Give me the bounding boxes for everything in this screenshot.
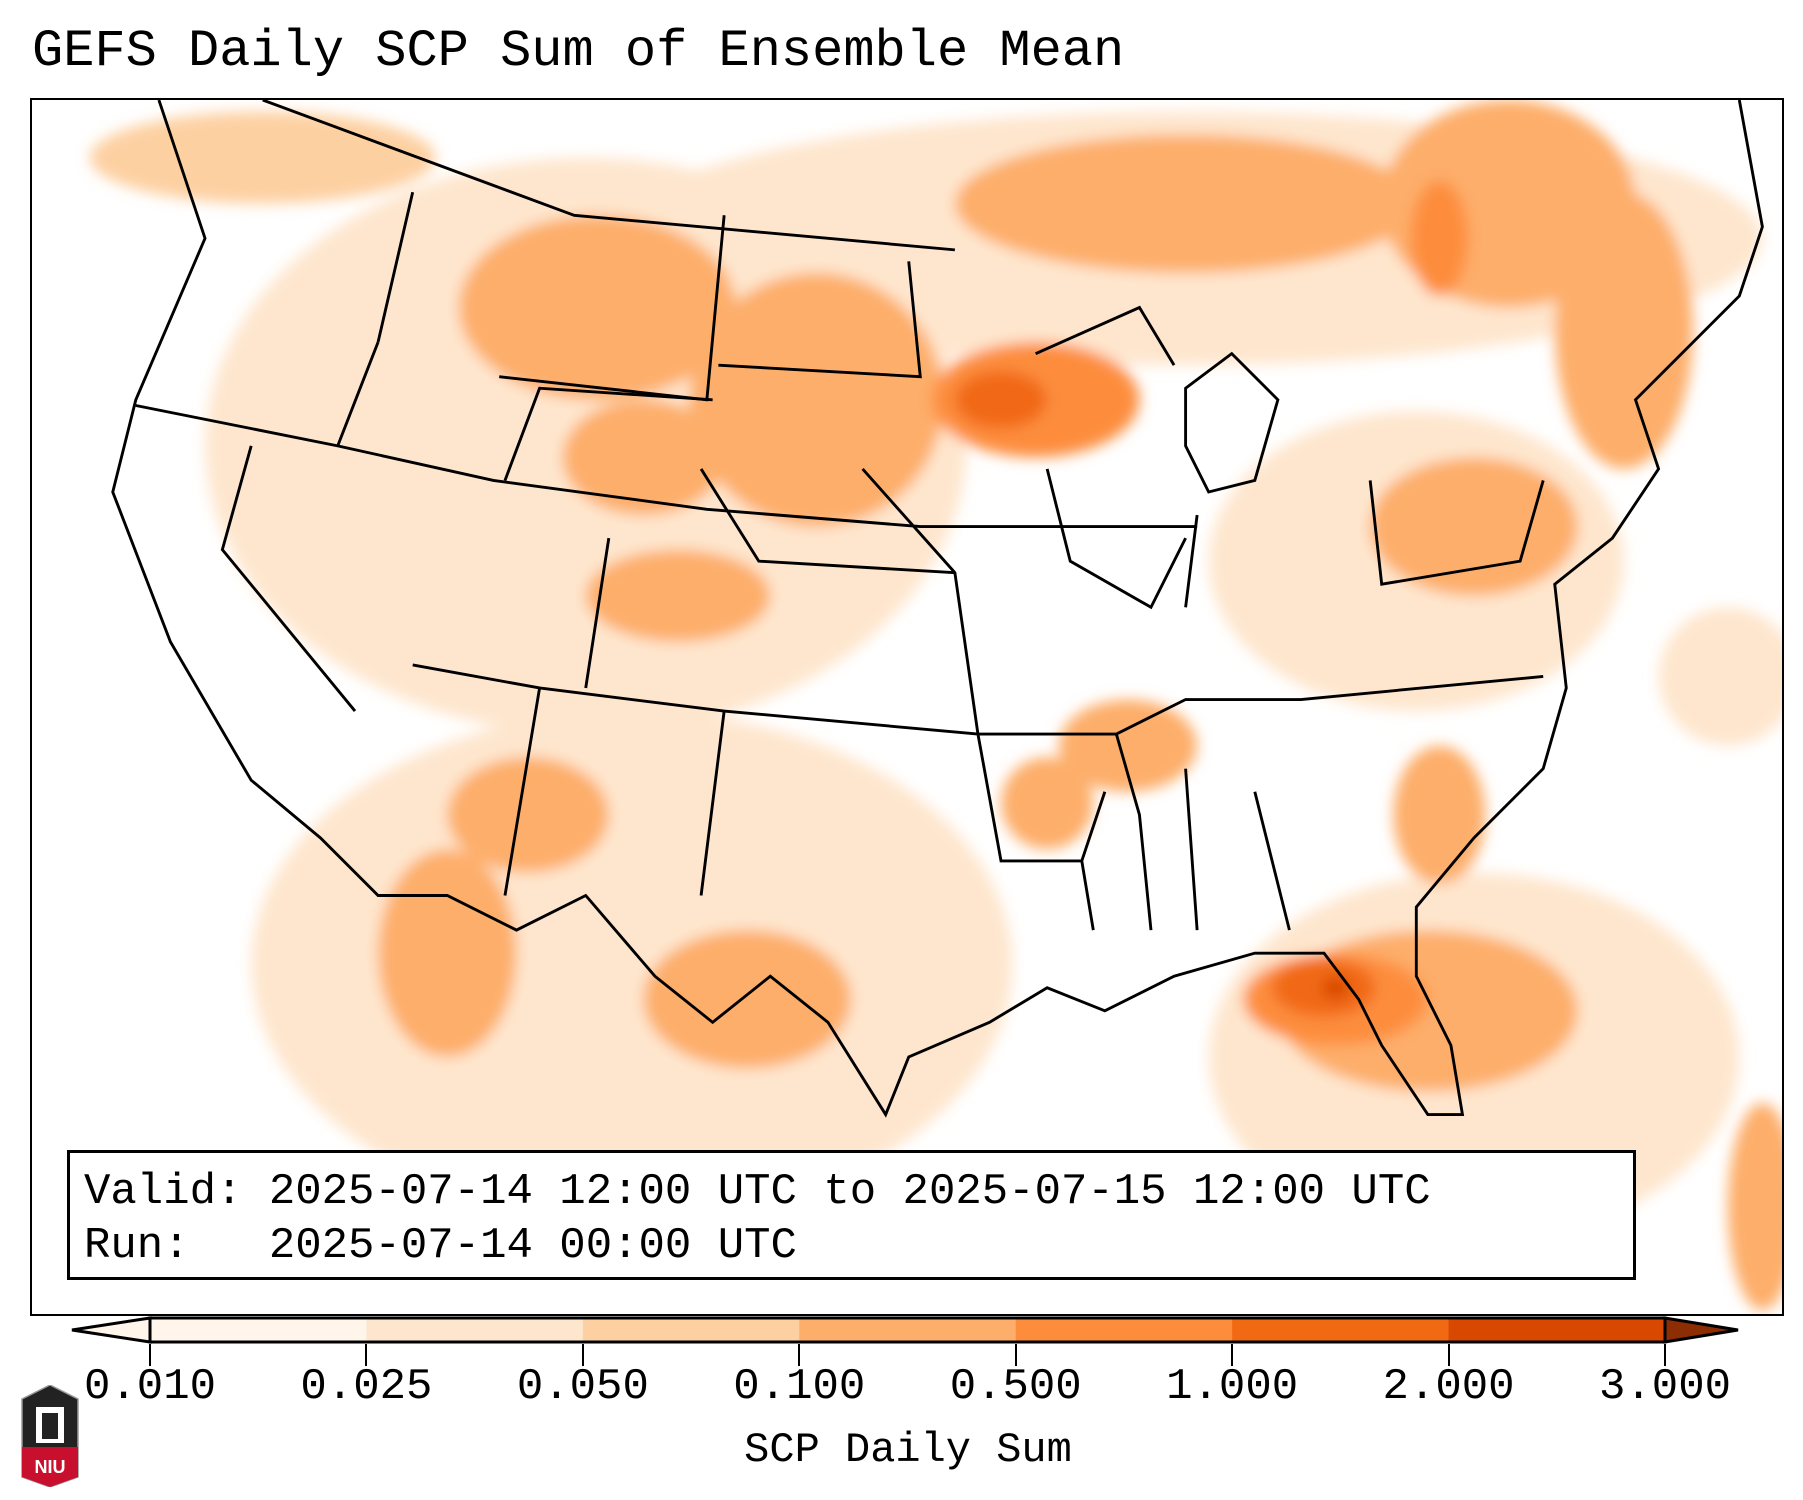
colorbar-tick bbox=[1231, 1344, 1234, 1366]
colorbar-segment bbox=[1232, 1318, 1450, 1342]
colorbar bbox=[71, 1316, 1739, 1344]
colorbar-extend-low bbox=[71, 1316, 152, 1344]
run-label: Run: bbox=[84, 1221, 190, 1271]
colorbar-tick bbox=[1014, 1344, 1017, 1366]
map-title: GEFS Daily SCP Sum of Ensemble Mean bbox=[32, 22, 1125, 81]
colorbar-tick bbox=[149, 1344, 151, 1366]
colorbar-tick-label: 0.050 bbox=[516, 1362, 649, 1412]
colorbar-segment bbox=[582, 1318, 801, 1342]
colorbar-tick bbox=[581, 1344, 584, 1366]
scp-field-map bbox=[89, 100, 1782, 1311]
svg-text:NIU: NIU bbox=[35, 1457, 66, 1477]
valid-label: Valid: bbox=[84, 1167, 243, 1217]
colorbar-segment bbox=[150, 1318, 368, 1342]
map-panel bbox=[30, 98, 1784, 1316]
colorbar-segment bbox=[1015, 1318, 1234, 1342]
colorbar-tick-label: 0.500 bbox=[949, 1362, 1082, 1412]
valid-time-range: 2025-07-14 12:00 UTC to 2025-07-15 12:00… bbox=[268, 1167, 1431, 1217]
colorbar-segment bbox=[1448, 1318, 1666, 1342]
colorbar-tick-label: 3.000 bbox=[1598, 1362, 1732, 1412]
colorbar-tick bbox=[365, 1344, 368, 1366]
colorbar-tick bbox=[798, 1344, 801, 1366]
colorbar-label: SCP Daily Sum bbox=[744, 1426, 1072, 1474]
colorbar-tick-label: 0.025 bbox=[300, 1362, 433, 1412]
colorbar-tick-label: 1.000 bbox=[1166, 1362, 1299, 1412]
colorbar-segment bbox=[799, 1318, 1017, 1342]
colorbar-extend-high bbox=[1663, 1316, 1739, 1344]
colorbar-tick-label: 2.000 bbox=[1382, 1362, 1515, 1412]
run-time: 2025-07-14 00:00 UTC bbox=[268, 1221, 797, 1271]
colorbar-segment bbox=[366, 1318, 584, 1342]
colorbar-tick-label: 0.010 bbox=[83, 1362, 217, 1412]
niu-logo: NIU bbox=[21, 1385, 79, 1487]
colorbar-tick-label: 0.100 bbox=[733, 1362, 866, 1412]
colorbar-tick bbox=[1664, 1344, 1666, 1366]
state-borders bbox=[111, 100, 1764, 1118]
valid-run-info-box: Valid: 2025-07-14 12:00 UTC to 2025-07-1… bbox=[67, 1150, 1636, 1280]
scp-shading bbox=[89, 100, 1782, 1311]
colorbar-tick bbox=[1447, 1344, 1450, 1366]
